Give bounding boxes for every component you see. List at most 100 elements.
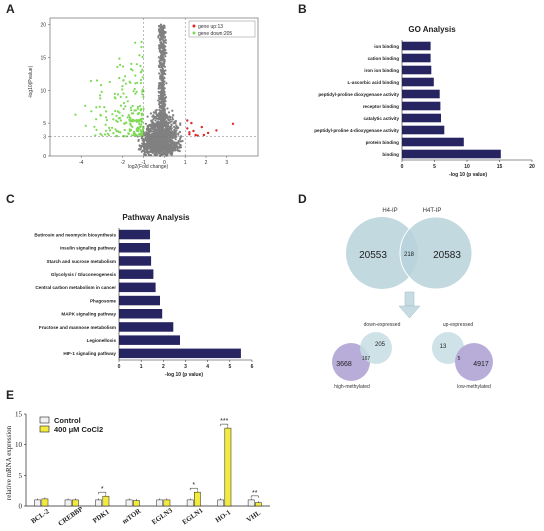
volcano-point: [146, 143, 149, 146]
panel-letter-d: D: [298, 192, 307, 206]
volcano-point: [152, 121, 155, 124]
volcano-point: [157, 87, 160, 90]
volcano-point: [158, 28, 161, 31]
volcano-point-down: [117, 130, 120, 133]
volcano-point: [163, 80, 166, 83]
volcano-point: [160, 52, 164, 55]
volcano-point: [157, 99, 160, 102]
volcano-point-down: [99, 113, 102, 116]
volcano-point: [178, 150, 181, 153]
volcano-point: [163, 77, 166, 80]
volcano-point: [149, 127, 152, 130]
bar: [119, 243, 150, 253]
category-label: cation binding: [368, 56, 400, 61]
bar: [119, 348, 241, 359]
volcano-point: [167, 134, 170, 137]
volcano-point: [157, 56, 160, 59]
mrna-bar: [41, 498, 49, 507]
mrna-category-label: CREBBP: [57, 505, 85, 528]
volcano-point-up: [215, 129, 218, 132]
volcano-point: [169, 115, 172, 119]
volcano-point: [149, 130, 152, 133]
volcano-point-down: [89, 79, 93, 83]
volcano-point: [155, 140, 158, 143]
venn-bottom-right-left-value: 13: [440, 344, 447, 350]
volcano-point-down: [141, 93, 144, 96]
volcano-point: [166, 107, 169, 110]
volcano-point: [155, 115, 158, 118]
volcano-point-down: [118, 76, 121, 80]
go-analysis-chart: GO Analysis ion binding cation binding iro…: [314, 25, 535, 178]
legend-label-cocl2: 400 μM CoCl2: [54, 425, 103, 434]
volcano-point: [143, 150, 146, 153]
volcano-point: [169, 134, 173, 138]
volcano-point: [176, 148, 179, 152]
volcano-point: [164, 41, 167, 44]
volcano-point-down: [134, 92, 137, 95]
volcano-point-down: [127, 132, 130, 135]
volcano-point-down: [130, 109, 133, 112]
mrna-bar: [247, 499, 255, 507]
volcano-point: [146, 145, 150, 148]
bar: [119, 295, 160, 306]
venn-top-left-value: 20553: [359, 250, 387, 261]
volcano-point-down: [138, 54, 141, 57]
pathway-axis: 0 1 2 3 4 5 6: [118, 228, 254, 370]
volcano-point: [163, 97, 166, 100]
volcano-legend-label-up: gene up:13: [198, 24, 223, 30]
volcano-point: [161, 88, 164, 91]
volcano-point: [161, 73, 164, 76]
volcano-point-down: [134, 82, 137, 85]
volcano-point-down: [135, 63, 138, 66]
volcano-point-down: [141, 90, 144, 93]
volcano-point: [159, 101, 162, 104]
volcano-x-tick-label: 3: [225, 160, 228, 166]
volcano-point-down: [134, 132, 137, 135]
volcano-point-down: [113, 92, 116, 95]
volcano-point-down: [131, 134, 134, 137]
volcano-point-down: [119, 95, 122, 98]
volcano-point: [157, 120, 160, 123]
pathway-chart-title: Pathway Analysis: [122, 213, 190, 222]
volcano-point: [157, 143, 160, 146]
volcano-point-down: [111, 126, 114, 129]
volcano-point: [149, 154, 153, 157]
volcano-point: [144, 145, 147, 148]
volcano-point: [172, 122, 175, 125]
volcano-point-down: [116, 93, 120, 96]
volcano-point-down: [140, 133, 143, 136]
volcano-y-tick-label: 0: [43, 154, 46, 160]
volcano-point: [147, 130, 150, 133]
volcano-point-up: [188, 131, 191, 134]
x-tick-label: 0: [401, 164, 404, 170]
mrna-significance: *******: [98, 418, 259, 498]
bar: [119, 282, 156, 293]
volcano-point: [158, 124, 161, 127]
panel-letter-c: C: [6, 192, 15, 206]
volcano-point: [159, 91, 163, 94]
volcano-point: [150, 137, 153, 140]
volcano-point: [144, 138, 147, 141]
volcano-point: [157, 36, 160, 39]
volcano-point: [154, 131, 157, 134]
volcano-point-down: [129, 124, 133, 127]
volcano-point: [156, 123, 159, 126]
volcano-frame: [49, 17, 259, 157]
mrna-bar: [163, 499, 171, 507]
bar: [402, 113, 441, 123]
volcano-point: [171, 152, 174, 155]
volcano-point-down: [139, 78, 143, 82]
volcano-point: [178, 138, 181, 141]
volcano-point: [154, 127, 157, 130]
volcano-point: [174, 120, 177, 123]
volcano-point-down: [107, 134, 110, 137]
volcano-point: [164, 48, 167, 52]
volcano-point-down: [119, 119, 122, 122]
volcano-point-down: [123, 122, 126, 125]
volcano-point: [146, 127, 149, 131]
volcano-point-down: [119, 104, 123, 107]
volcano-point: [149, 125, 153, 128]
down-arrow: [398, 291, 421, 319]
category-label: MAPK signaling pathway: [61, 312, 116, 317]
category-label: ion binding: [374, 44, 399, 49]
